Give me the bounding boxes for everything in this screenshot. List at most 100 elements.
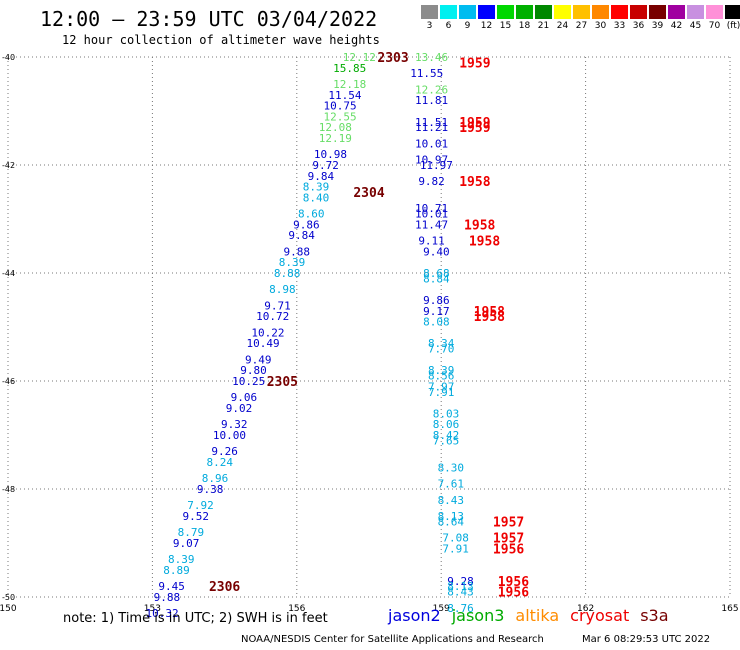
swh-value-label: 9.88 — [154, 591, 181, 604]
swh-value-label: 8.06 — [433, 418, 460, 431]
swh-value-label: 8.56 — [428, 370, 455, 383]
x-tick-label: 162 — [577, 604, 594, 614]
swh-value-label: 8.88 — [274, 267, 301, 280]
swh-value-label: 9.45 — [158, 580, 185, 593]
scale-swatch — [649, 5, 666, 19]
swh-value-label: 7.91 — [442, 542, 469, 555]
swh-value-label: 8.24 — [207, 456, 234, 469]
scale-swatch — [573, 5, 590, 19]
scale-label: 18 — [518, 21, 531, 31]
scale-swatch — [687, 5, 704, 19]
y-tick-label: -44 — [2, 269, 15, 278]
swh-value-label: 8.76 — [447, 602, 474, 615]
swh-value-label: 8.03 — [433, 407, 460, 420]
x-tick-label: 159 — [433, 604, 450, 614]
swh-value-label: 10.25 — [232, 375, 265, 388]
scale-swatch — [535, 5, 552, 19]
swh-value-label: 10.97 — [415, 154, 448, 167]
scale-swatch — [478, 5, 495, 19]
pass-time-label: 2304 — [353, 186, 384, 201]
scale-label: 42 — [670, 21, 683, 31]
x-tick-label: 153 — [144, 604, 161, 614]
swh-value-label: 12.18 — [333, 78, 366, 91]
x-tick-label: 156 — [288, 604, 305, 614]
swh-value-label: 9.02 — [226, 402, 253, 415]
scale-label: 39 — [651, 21, 664, 31]
scale-swatch — [725, 5, 740, 19]
pass-time-label: 1956 — [498, 575, 529, 590]
swh-value-label: 11.55 — [410, 67, 443, 80]
swh-value-label: 8.43 — [447, 586, 474, 599]
swh-value-label: 11.54 — [328, 89, 361, 102]
swh-value-label: 12.12 — [343, 51, 376, 64]
y-tick-label: -42 — [2, 161, 15, 170]
scale-label: 6 — [445, 21, 452, 31]
chart-title: 12:00 – 23:59 UTC 03/04/2022 — [40, 7, 378, 31]
swh-value-label: 9.06 — [231, 391, 258, 404]
pass-time-label: 1958 — [469, 235, 500, 250]
scale-label: (ft) — [726, 21, 740, 31]
x-tick-label: 165 — [721, 604, 738, 614]
swh-value-label: 9.86 — [423, 294, 450, 307]
pass-time-label: 1958 — [459, 175, 490, 190]
swh-value-label: 9.72 — [312, 159, 339, 172]
mission-legend: jason2 jason3 altika cryosat s3a — [388, 606, 680, 625]
swh-value-label: 10.01 — [415, 208, 448, 221]
swh-value-label: 13.46 — [415, 51, 448, 64]
mission-label-jason2: jason2 — [388, 606, 441, 625]
swh-value-label: 8.13 — [438, 510, 465, 523]
pass-time-label: 1958 — [474, 305, 505, 320]
swh-value-label: 8.43 — [438, 494, 465, 507]
scale-label: 36 — [632, 21, 645, 31]
scale-label: 24 — [556, 21, 569, 31]
y-tick-label: -48 — [2, 485, 15, 494]
swh-value-label: 7.08 — [442, 532, 469, 545]
swh-value-label: 8.42 — [433, 429, 460, 442]
swh-value-label: 8.64 — [438, 515, 465, 528]
swh-value-label: 9.86 — [293, 218, 320, 231]
swh-value-label: 8.39 — [279, 256, 306, 269]
swh-value-label: 7.70 — [428, 343, 455, 356]
scale-label: 9 — [464, 21, 471, 31]
swh-value-label: 8.30 — [438, 461, 465, 474]
pass-time-label: 1959 — [459, 121, 490, 136]
scale-swatch — [440, 5, 457, 19]
pass-time-label: 1958 — [464, 218, 495, 233]
scale-swatch — [497, 5, 514, 19]
swh-value-label: 9.40 — [423, 245, 450, 258]
swh-value-label: 12.08 — [319, 121, 352, 134]
scale-label: 15 — [499, 21, 512, 31]
swh-value-label: 10.32 — [145, 607, 178, 620]
chart-subtitle: 12 hour collection of altimeter wave hei… — [62, 33, 380, 47]
swh-value-label: 8.34 — [428, 337, 455, 350]
pass-time-label: 1956 — [498, 586, 529, 601]
swh-value-label: 8.13 — [447, 580, 474, 593]
scale-swatch — [459, 5, 476, 19]
swh-value-label: 10.00 — [213, 429, 246, 442]
swh-value-label: 9.88 — [284, 245, 311, 258]
pass-time-label: 1959 — [459, 56, 490, 71]
credit-timestamp: Mar 6 08:29:53 UTC 2022 — [582, 634, 711, 645]
scale-label: 21 — [537, 21, 550, 31]
swh-value-label: 8.08 — [423, 316, 450, 329]
swh-value-label: 10.01 — [415, 137, 448, 150]
scale-label: 3 — [426, 21, 433, 31]
pass-time-label: 1958 — [474, 310, 505, 325]
swh-value-label: 10.75 — [324, 100, 357, 113]
scale-label: 45 — [689, 21, 702, 31]
swh-value-label: 8.68 — [423, 267, 450, 280]
swh-value-label: 8.40 — [303, 191, 330, 204]
swh-value-label: 10.22 — [251, 326, 284, 339]
mission-label-jason3: jason3 — [451, 606, 505, 625]
swh-value-label: 11.21 — [415, 121, 448, 134]
swh-value-label: 12.26 — [415, 83, 448, 96]
swh-value-label: 9.17 — [423, 305, 450, 318]
swh-value-label: 8.84 — [423, 272, 450, 285]
scale-swatch — [706, 5, 723, 19]
swh-value-label: 9.26 — [211, 445, 238, 458]
swh-value-label: 9.32 — [221, 418, 248, 431]
pass-time-label: 1956 — [493, 542, 524, 557]
swh-value-label: 8.39 — [428, 364, 455, 377]
swh-value-label: 9.38 — [197, 483, 224, 496]
